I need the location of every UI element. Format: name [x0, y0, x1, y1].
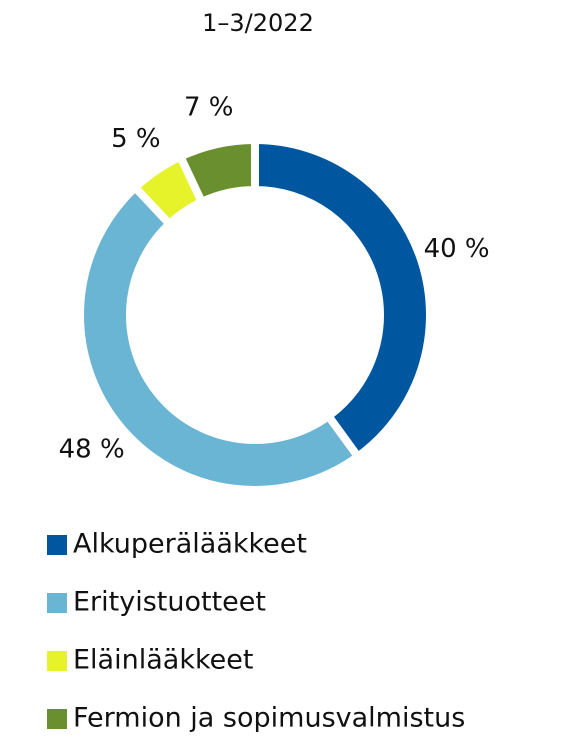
donut-slice [75, 181, 364, 494]
legend-swatch [47, 535, 67, 555]
legend-label: Erityistuotteet [73, 587, 266, 618]
value-label: 48 % [59, 435, 125, 465]
legend-label: Alkuperälääkkeet [73, 529, 307, 560]
legend-swatch [47, 593, 67, 613]
legend-label: Eläinlääkkeet [73, 645, 253, 676]
legend-label: Fermion ja sopimusvalmistus [73, 703, 465, 734]
donut-slice [251, 135, 434, 463]
chart-title: 1–3/2022 [202, 9, 314, 37]
value-label: 7 % [184, 93, 234, 123]
donut-slice [175, 135, 259, 208]
legend-swatch [47, 651, 67, 671]
value-label: 40 % [424, 234, 490, 264]
value-label: 5 % [111, 124, 161, 154]
legend-swatch [47, 709, 67, 729]
